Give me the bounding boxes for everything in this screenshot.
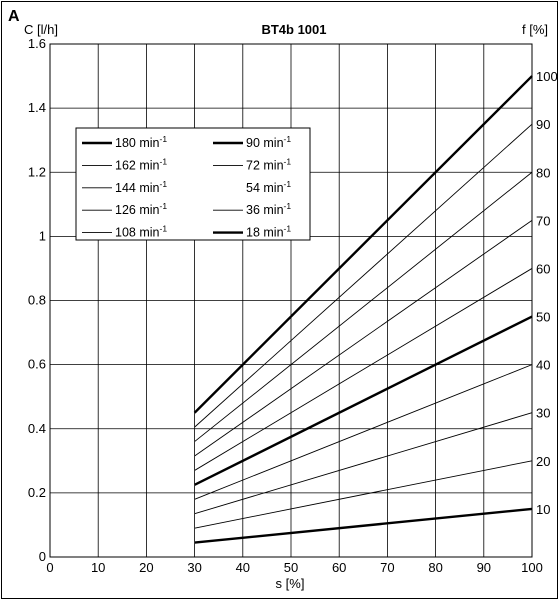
legend-unit-exponent: -1 <box>284 134 292 144</box>
grid <box>49 43 533 558</box>
series-line-72 <box>194 364 533 500</box>
series-line-90 <box>194 315 533 486</box>
y-tick-label: 0.2 <box>28 485 46 500</box>
legend-label-126: 126 min-1 <box>115 201 167 217</box>
x-tick-label: 50 <box>284 560 298 575</box>
legend-value: 162 <box>115 158 136 172</box>
legend-unit: min <box>136 203 160 217</box>
legend-value: 144 <box>115 181 136 195</box>
legend-unit-exponent: -1 <box>159 134 167 144</box>
y2-axis-label: f [%] <box>522 22 548 37</box>
y2-tick-label: 60 <box>536 261 550 276</box>
legend-unit-exponent: -1 <box>159 224 167 234</box>
y2-tick-label: 90 <box>536 117 550 132</box>
x-tick-label: 60 <box>332 560 346 575</box>
x-tick-label: 30 <box>187 560 201 575</box>
legend-unit: min <box>136 158 160 172</box>
y-ticks: 0 0.2 0.4 0.6 0.8 1 1.2 1.4 1.6 <box>28 36 46 564</box>
legend-label-90: 90 min-1 <box>246 134 291 150</box>
x-axis-label: s [%] <box>276 576 305 591</box>
y-tick-label: 0.6 <box>28 357 46 372</box>
legend-label-72: 72 min-1 <box>246 156 291 172</box>
x-tick-label: 40 <box>236 560 250 575</box>
legend-label-144: 144 min-1 <box>115 179 167 195</box>
x-tick-label: 20 <box>139 560 153 575</box>
y-tick-label: 0.4 <box>28 421 46 436</box>
legend-unit-exponent: -1 <box>284 224 292 234</box>
y-axis-label: C [l/h] <box>24 22 58 37</box>
y-tick-label: 1.6 <box>28 36 46 51</box>
y2-tick-label: 50 <box>536 310 550 325</box>
x-tick-label: 80 <box>428 560 442 575</box>
y2-tick-label: 40 <box>536 358 550 373</box>
legend-unit: min <box>260 136 284 150</box>
x-tick-label: 10 <box>91 560 105 575</box>
legend-box <box>75 127 311 241</box>
series-line-108 <box>194 268 533 471</box>
y2-tick-label: 80 <box>536 165 550 180</box>
plot-area <box>49 43 533 558</box>
x-tick-label: 0 <box>46 560 53 575</box>
legend-unit-exponent: -1 <box>159 179 167 189</box>
x-tick-label: 70 <box>380 560 394 575</box>
series-line-126 <box>194 219 533 457</box>
legend-unit-exponent: -1 <box>284 156 292 166</box>
series-line-180 <box>193 75 533 414</box>
legend-label-36: 36 min-1 <box>246 201 291 217</box>
legend-value: 90 <box>246 136 260 150</box>
y2-tick-label: 70 <box>536 213 550 228</box>
figure-label: A <box>8 8 20 25</box>
legend-value: 36 <box>246 203 260 217</box>
y2-tick-label: 100 <box>536 69 558 84</box>
legend-value: 180 <box>115 136 136 150</box>
legend-label-54: 54 min-1 <box>246 179 291 195</box>
legend-unit: min <box>260 226 284 240</box>
y-tick-label: 1.2 <box>28 164 46 179</box>
legend-unit: min <box>260 203 284 217</box>
legend-label-108: 108 min-1 <box>115 224 167 240</box>
chart-title: BT4b 1001 <box>261 22 326 37</box>
y2-tick-label: 20 <box>536 454 550 469</box>
y-tick-label: 0.8 <box>28 293 46 308</box>
legend-unit-exponent: -1 <box>159 156 167 166</box>
y-tick-label: 0 <box>39 549 46 564</box>
series-line-18 <box>194 507 533 544</box>
x-tick-label: 100 <box>521 560 543 575</box>
y2-ticks: 100 90 80 70 60 50 40 30 20 10 <box>536 69 558 517</box>
legend-unit: min <box>260 181 284 195</box>
x-ticks: 0 10 20 30 40 50 60 70 80 90 100 <box>46 560 542 575</box>
legend-unit: min <box>136 226 160 240</box>
series-line-144 <box>194 171 533 442</box>
y-tick-label: 1.4 <box>28 100 46 115</box>
legend-label-180: 180 min-1 <box>115 134 167 150</box>
series-line-54 <box>194 412 533 515</box>
legend-value: 126 <box>115 203 136 217</box>
legend-value: 54 <box>246 181 260 195</box>
legend-value: 18 <box>246 226 260 240</box>
x-tick-label: 90 <box>477 560 491 575</box>
legend-unit-exponent: -1 <box>159 201 167 211</box>
legend-label-162: 162 min-1 <box>115 156 167 172</box>
series-group <box>193 75 533 544</box>
y2-tick-label: 30 <box>536 406 550 421</box>
legend-unit: min <box>136 136 160 150</box>
y2-tick-label: 10 <box>536 502 550 517</box>
legend-value: 72 <box>246 158 260 172</box>
legend-unit: min <box>260 158 284 172</box>
y-tick-label: 1 <box>39 228 46 243</box>
series-line-36 <box>194 460 533 529</box>
legend-value: 108 <box>115 226 136 240</box>
series-line-162 <box>194 123 533 428</box>
legend-unit-exponent: -1 <box>284 201 292 211</box>
legend-unit-exponent: -1 <box>284 179 292 189</box>
legend-label-18: 18 min-1 <box>246 224 291 240</box>
legend-unit: min <box>136 181 160 195</box>
